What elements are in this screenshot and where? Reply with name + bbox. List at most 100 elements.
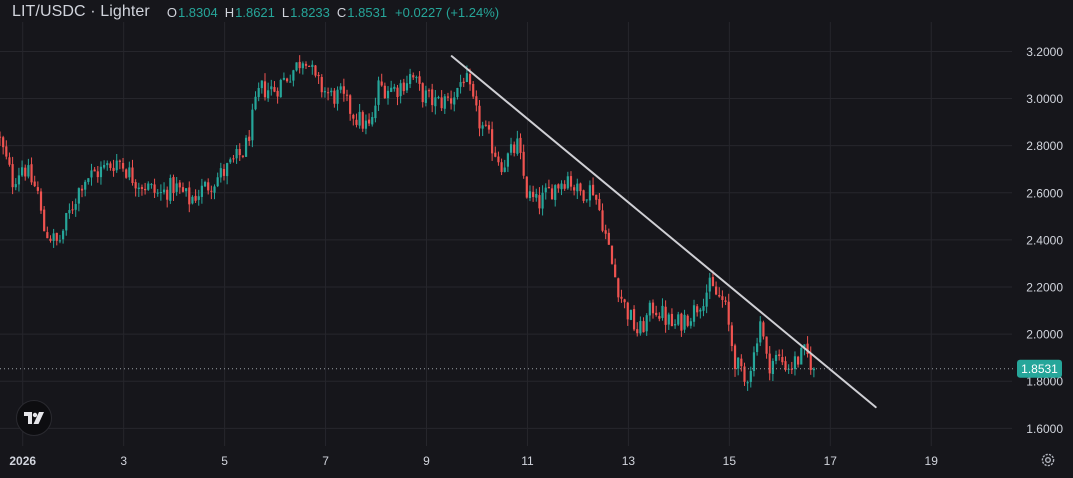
candle <box>629 309 633 321</box>
candle-body <box>541 192 544 209</box>
candle <box>263 73 267 101</box>
candle <box>254 91 257 111</box>
candle-body <box>459 82 462 87</box>
candle-body <box>68 210 71 214</box>
candle-body <box>71 209 74 211</box>
candle <box>462 77 465 88</box>
candle <box>724 296 727 306</box>
candle-body <box>115 160 118 171</box>
candle <box>484 120 487 127</box>
candle-body <box>560 183 563 190</box>
candle <box>708 272 711 300</box>
candle <box>481 121 484 137</box>
candle <box>84 179 87 197</box>
candle-body <box>285 78 289 82</box>
candle-body <box>547 187 551 189</box>
x-tick-label: 19 <box>925 454 939 468</box>
gear-icon[interactable] <box>1039 451 1057 469</box>
candle-body <box>550 188 554 200</box>
candle <box>320 74 323 98</box>
candle <box>0 131 2 146</box>
candle <box>642 317 645 333</box>
candle-body <box>273 87 276 92</box>
candle-body <box>749 370 752 382</box>
candle <box>743 362 746 386</box>
candle <box>304 61 308 69</box>
candle <box>623 298 626 309</box>
candle <box>727 293 730 332</box>
symbol-title[interactable]: LIT/USDC · Lighter <box>12 3 150 20</box>
candle <box>371 112 374 127</box>
candle <box>74 198 77 217</box>
candle <box>396 84 399 106</box>
candle-body <box>614 264 617 278</box>
candle <box>519 133 522 160</box>
candle <box>730 322 733 352</box>
candle-body <box>197 196 200 200</box>
candle <box>774 350 778 365</box>
tradingview-logo-icon[interactable] <box>16 400 52 436</box>
candle-body <box>263 81 267 98</box>
candle-body <box>762 322 765 337</box>
candle-body <box>333 90 336 104</box>
candle <box>232 154 235 163</box>
candle-body <box>680 313 683 331</box>
candle <box>71 201 74 215</box>
candle <box>147 181 150 191</box>
candle-body <box>251 109 254 141</box>
candle <box>115 153 118 173</box>
candle-body <box>207 182 210 191</box>
candle <box>295 62 298 72</box>
candle-body <box>279 79 282 98</box>
candle-body <box>84 181 87 190</box>
candle <box>528 185 532 202</box>
candle <box>112 159 115 177</box>
open-label: O <box>166 4 177 20</box>
candle <box>203 180 207 188</box>
candle <box>610 245 614 265</box>
candle <box>500 158 503 176</box>
candle-body <box>254 96 257 110</box>
candle-body <box>639 320 642 334</box>
candle-body <box>472 83 475 97</box>
candle-body <box>481 125 484 129</box>
candle-body <box>166 189 169 200</box>
candle-body <box>582 190 585 201</box>
candle-body <box>623 299 626 303</box>
candle-body <box>727 301 730 325</box>
candle-body <box>270 86 273 90</box>
candle <box>626 301 629 326</box>
candle <box>374 97 377 123</box>
candle <box>8 152 11 167</box>
candle <box>699 307 702 319</box>
candle-body <box>304 63 308 66</box>
candle <box>226 162 229 185</box>
candle-body <box>156 192 159 194</box>
candle <box>213 184 216 200</box>
candle-body <box>349 95 352 114</box>
candle-body <box>636 329 639 334</box>
candle-body <box>289 81 292 83</box>
candle-body <box>36 187 39 191</box>
candle <box>134 179 137 197</box>
candle-body <box>137 187 140 189</box>
candle <box>33 175 36 188</box>
candle-body <box>90 170 93 178</box>
candle-body <box>475 96 478 106</box>
candle-body <box>781 356 784 363</box>
candle-body <box>235 148 238 159</box>
candle-body <box>2 137 5 148</box>
candle-body <box>667 314 670 325</box>
candle <box>579 182 582 196</box>
candle-body <box>557 184 560 189</box>
x-tick-label: 13 <box>622 454 636 468</box>
candle-body <box>128 167 131 178</box>
candle <box>181 182 185 193</box>
candle <box>459 74 462 94</box>
candle <box>595 194 598 205</box>
candle-body <box>651 302 655 314</box>
candle-body <box>314 65 317 76</box>
candle-body <box>696 306 699 313</box>
candle <box>399 79 402 104</box>
